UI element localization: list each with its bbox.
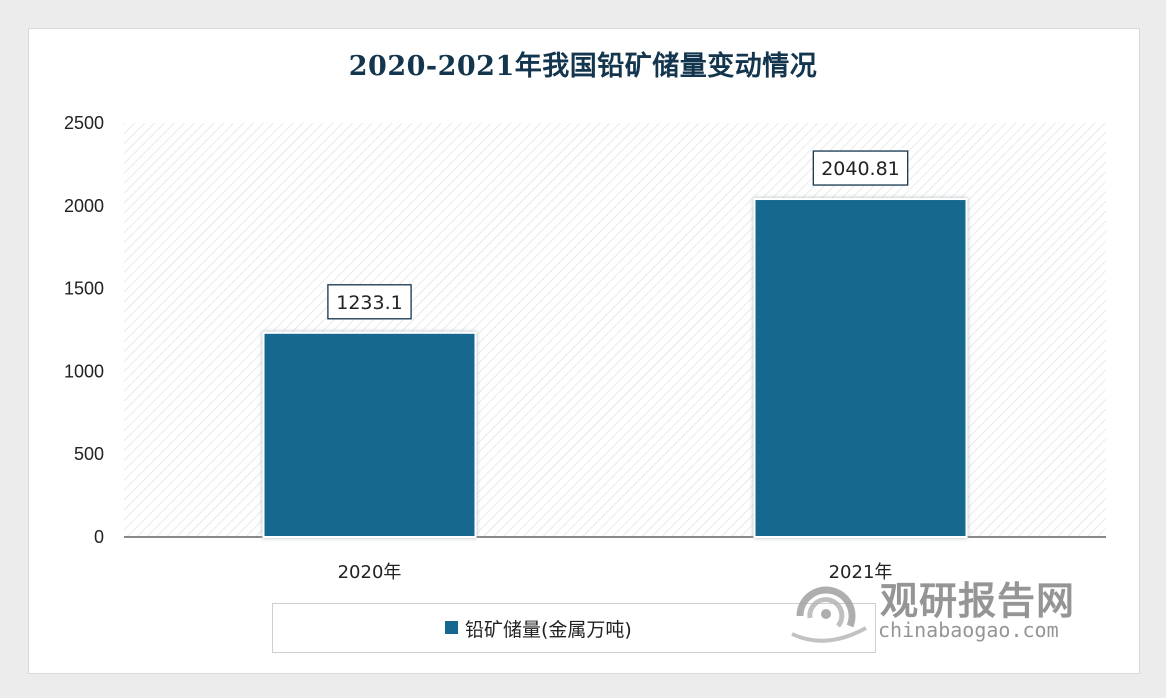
data-label-box (812, 150, 909, 186)
y-tick-label: 1500 (64, 279, 104, 299)
x-tick-label: 2020年 (338, 562, 402, 583)
data-label: 1233.1 (336, 292, 402, 314)
chart-title: 2020-2021年我国铅矿储量变动情况 (348, 51, 818, 82)
y-tick-label: 1000 (64, 361, 104, 381)
legend: 铅矿储量(金属万吨) (272, 603, 876, 653)
x-tick-label: 2021年 (829, 562, 893, 583)
y-tick-label: 2500 (64, 113, 104, 133)
bar-2020年 (262, 331, 477, 538)
data-label: 2040.81 (821, 158, 900, 180)
bar-2021年 (753, 198, 968, 538)
y-tick-label: 0 (94, 527, 104, 547)
y-tick-label: 500 (74, 444, 104, 464)
y-tick-label: 2000 (64, 196, 104, 216)
watermark-brand: 观研报告网 (880, 579, 1076, 623)
watermark-logo-icon (791, 586, 867, 643)
watermark-url: chinabaogao.com (878, 618, 1059, 642)
watermark: 观研报告网 chinabaogao.com (786, 570, 1116, 650)
y-axis: 0 500 1000 1500 2000 2500 (64, 113, 104, 547)
data-label-box (327, 284, 412, 320)
legend-swatch (445, 621, 458, 634)
x-axis: 2020年 2021年 (338, 562, 893, 583)
legend-label: 铅矿储量(金属万吨) (465, 619, 632, 641)
bars: 1233.1 2040.81 (262, 150, 968, 538)
